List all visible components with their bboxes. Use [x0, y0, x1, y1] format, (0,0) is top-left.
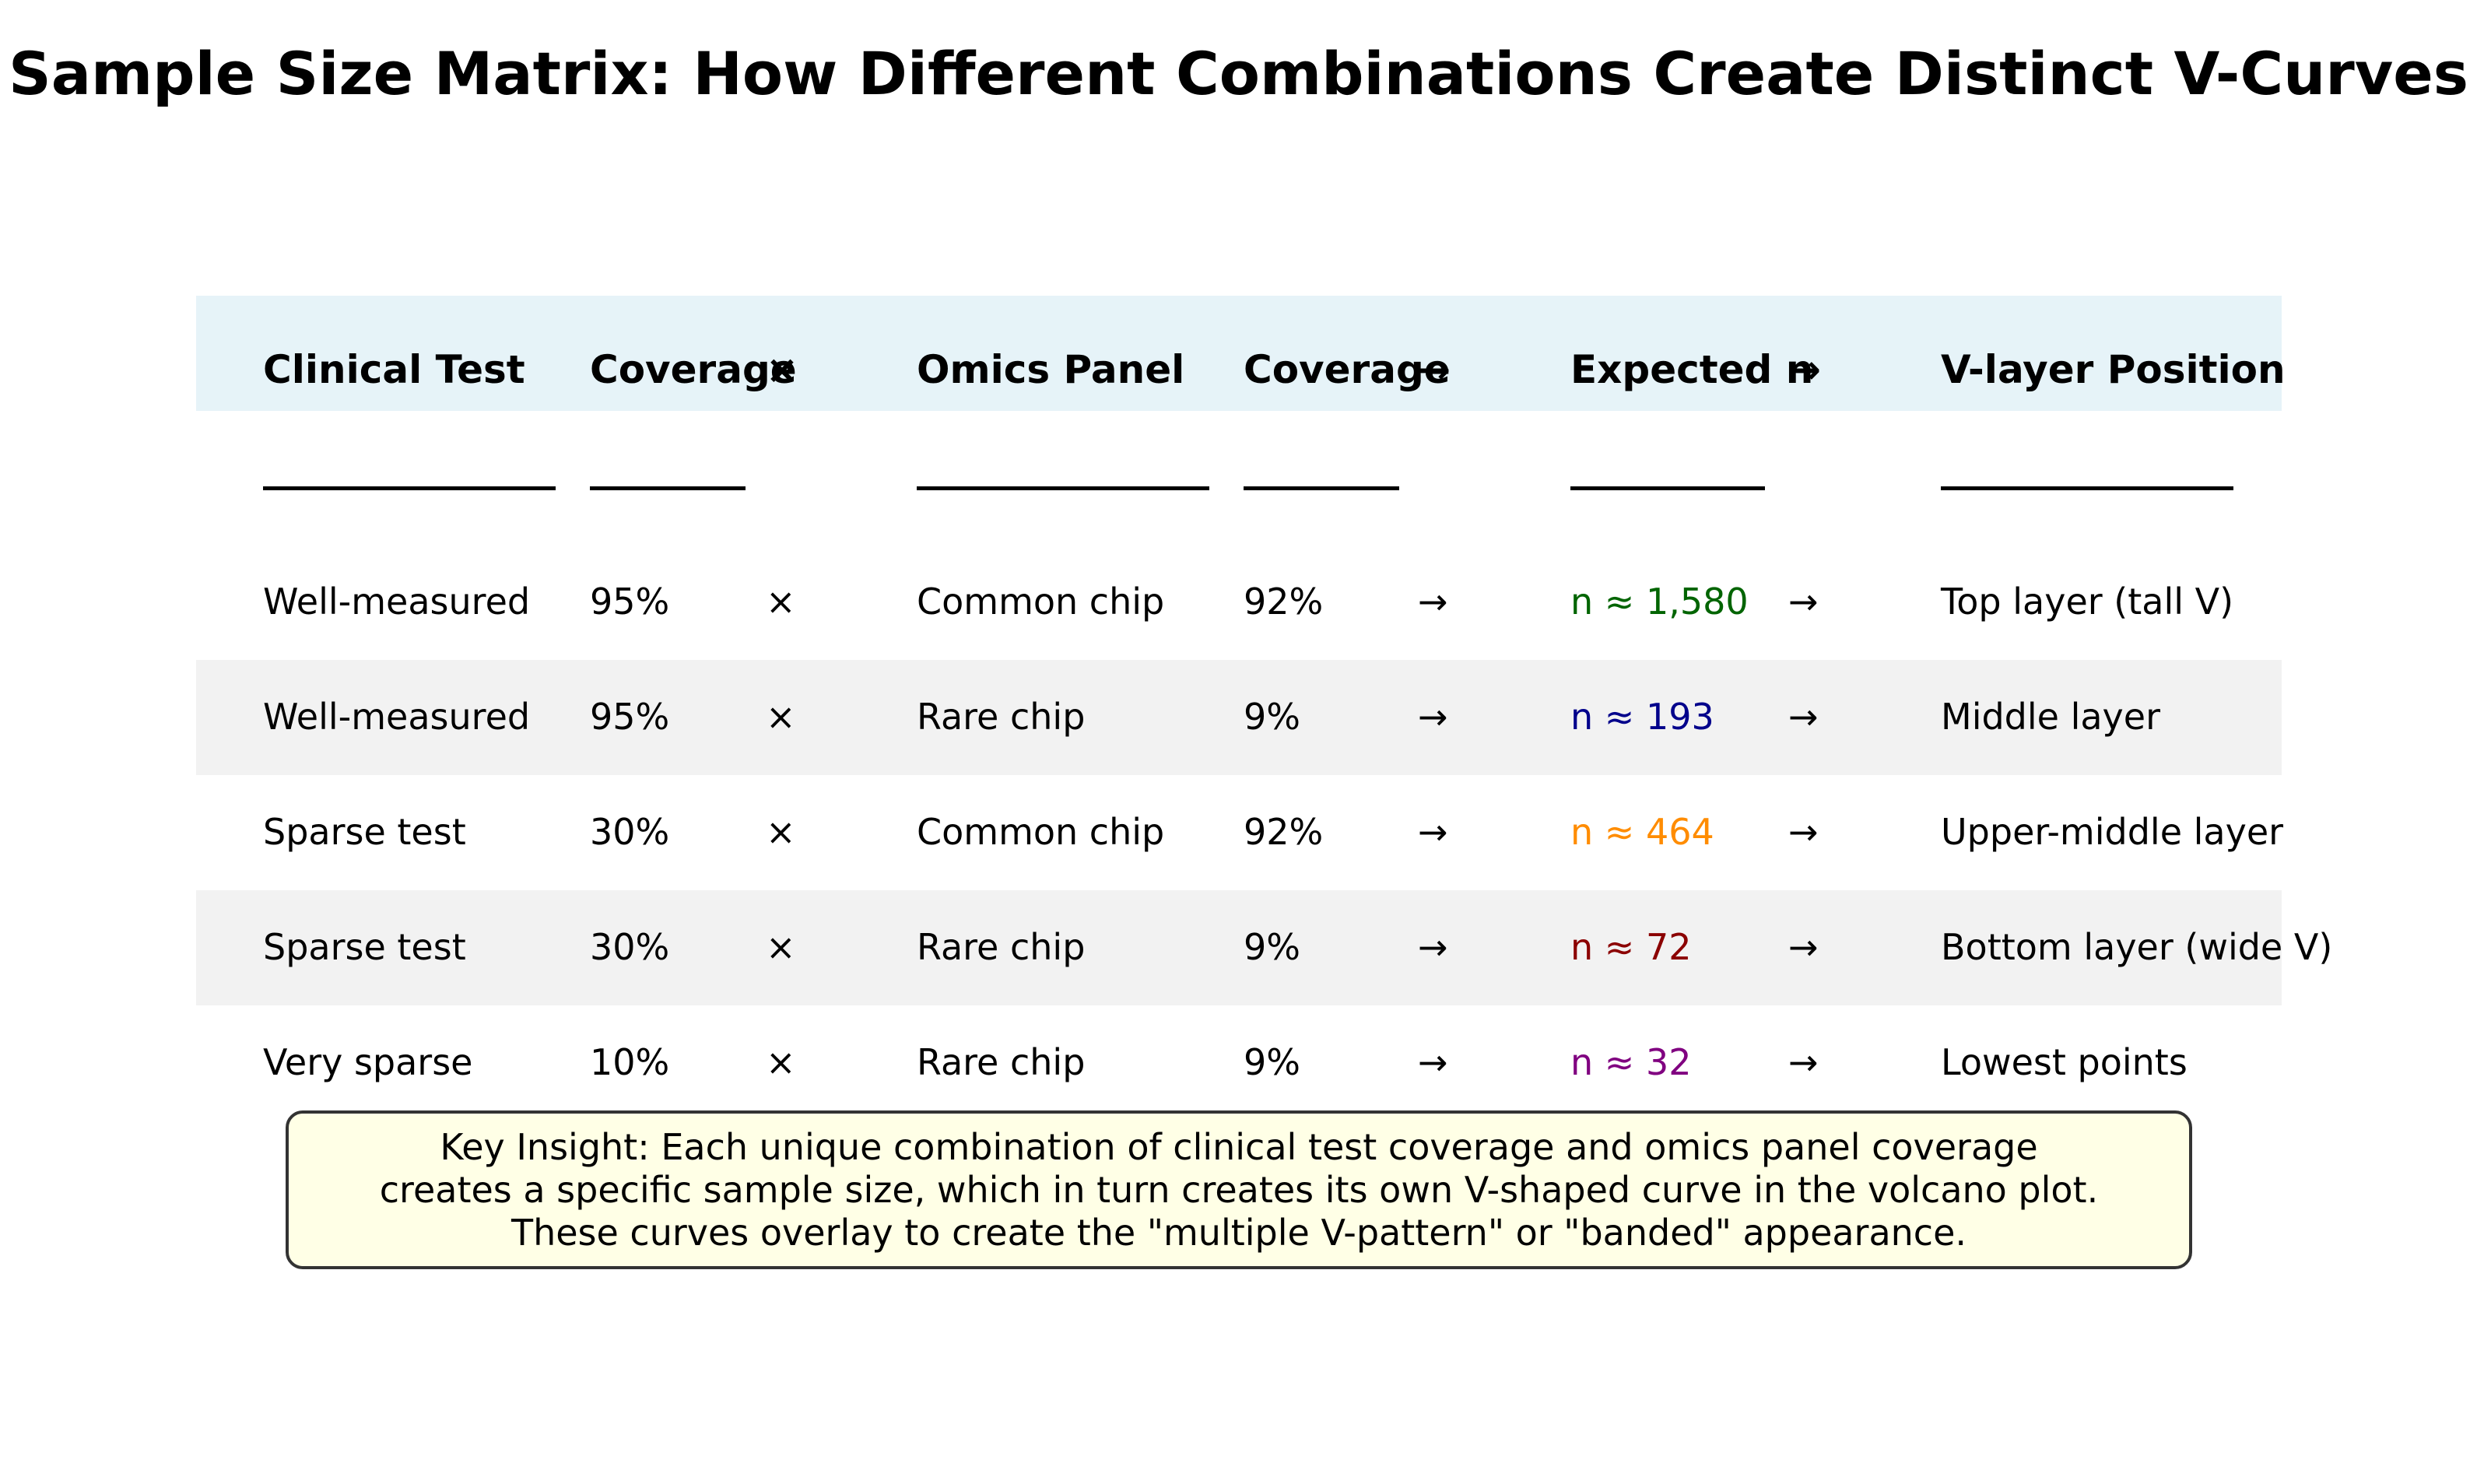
insight-line-3: These curves overlay to create the "mult…: [510, 1211, 1967, 1254]
cell-clinical-coverage: 95%: [590, 581, 670, 623]
cell-arrow-1: →: [1418, 696, 1448, 738]
header-expected-n: Expected n: [1570, 347, 1814, 392]
cell-v-layer-position: Middle layer: [1941, 696, 2160, 738]
cell-omics-panel: Rare chip: [917, 926, 1086, 968]
chart-title: Sample Size Matrix: How Different Combin…: [8, 39, 2469, 108]
cell-expected-n: n ≈ 464: [1570, 811, 1714, 853]
cell-arrow-1: →: [1418, 811, 1448, 853]
cell-v-layer-position: Lowest points: [1941, 1041, 2188, 1083]
cell-arrow-2: →: [1788, 811, 1819, 853]
cell-times-sign: ×: [766, 1041, 796, 1083]
cell-times-sign: ×: [766, 581, 796, 623]
row-stripe: [196, 890, 2282, 1005]
cell-clinical-test: Sparse test: [263, 811, 466, 853]
cell-omics-panel: Common chip: [917, 581, 1165, 623]
insight-line-2: creates a specific sample size, which in…: [379, 1168, 2099, 1211]
cell-v-layer-position: Top layer (tall V): [1941, 581, 2234, 623]
cell-clinical-test: Well-measured: [263, 696, 531, 738]
header-underline: [1570, 486, 1765, 490]
cell-clinical-test: Very sparse: [263, 1041, 473, 1083]
cell-arrow-1: →: [1418, 926, 1448, 968]
cell-expected-n: n ≈ 32: [1570, 1041, 1692, 1083]
cell-expected-n: n ≈ 72: [1570, 926, 1692, 968]
header-underline: [590, 486, 746, 490]
cell-omics-panel: Rare chip: [917, 1041, 1086, 1083]
cell-omics-coverage: 9%: [1244, 696, 1300, 738]
cell-clinical-test: Well-measured: [263, 581, 531, 623]
header-times-sign: ×: [766, 347, 798, 392]
header-underline: [1244, 486, 1399, 490]
header-underline: [263, 486, 556, 490]
cell-omics-coverage: 92%: [1244, 811, 1324, 853]
cell-omics-coverage: 9%: [1244, 1041, 1300, 1083]
cell-times-sign: ×: [766, 696, 796, 738]
cell-omics-panel: Rare chip: [917, 696, 1086, 738]
cell-arrow-1: →: [1418, 581, 1448, 623]
insight-line-1: Key Insight: Each unique combination of …: [440, 1125, 2038, 1168]
cell-times-sign: ×: [766, 811, 796, 853]
cell-clinical-coverage: 30%: [590, 926, 670, 968]
header-omics-coverage: Coverage: [1244, 347, 1451, 392]
cell-arrow-2: →: [1788, 696, 1819, 738]
header-underline: [917, 486, 1209, 490]
cell-v-layer-position: Upper-middle layer: [1941, 811, 2284, 853]
cell-arrow-1: →: [1418, 1041, 1448, 1083]
cell-arrow-2: →: [1788, 1041, 1819, 1083]
header-clinical-test: Clinical Test: [263, 347, 525, 392]
cell-clinical-test: Sparse test: [263, 926, 466, 968]
header-arrow-1: →: [1418, 347, 1451, 392]
cell-clinical-coverage: 10%: [590, 1041, 670, 1083]
row-stripe: [196, 660, 2282, 775]
header-v-layer-position: V-layer Position: [1941, 347, 2286, 392]
cell-omics-coverage: 9%: [1244, 926, 1300, 968]
cell-omics-panel: Common chip: [917, 811, 1165, 853]
header-omics-panel: Omics Panel: [917, 347, 1185, 392]
cell-expected-n: n ≈ 193: [1570, 696, 1714, 738]
cell-omics-coverage: 92%: [1244, 581, 1324, 623]
header-underline: [1941, 486, 2233, 490]
cell-clinical-coverage: 30%: [590, 811, 670, 853]
header-clinical-coverage: Coverage: [590, 347, 797, 392]
cell-arrow-2: →: [1788, 926, 1819, 968]
cell-arrow-2: →: [1788, 581, 1819, 623]
header-arrow-2: →: [1788, 347, 1821, 392]
cell-v-layer-position: Bottom layer (wide V): [1941, 926, 2333, 968]
header-background: [196, 296, 2282, 411]
cell-times-sign: ×: [766, 926, 796, 968]
cell-expected-n: n ≈ 1,580: [1570, 581, 1749, 623]
cell-clinical-coverage: 95%: [590, 696, 670, 738]
key-insight-box: Key Insight: Each unique combination of …: [286, 1110, 2192, 1269]
